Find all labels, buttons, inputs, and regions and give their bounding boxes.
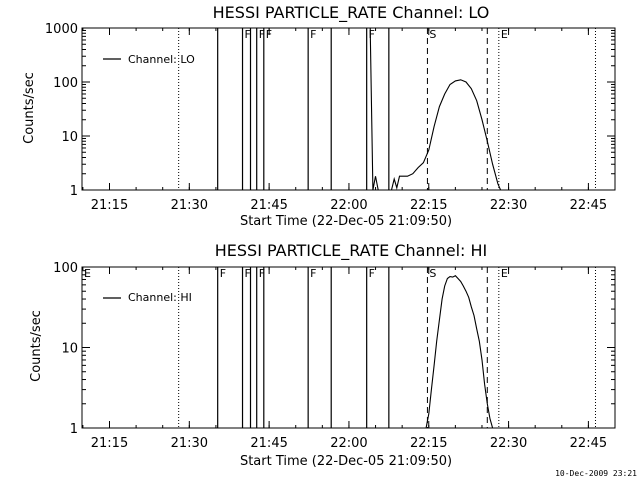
- x-tick-label: 22:30: [490, 436, 527, 451]
- flag-label: F: [245, 267, 251, 280]
- x-tick-label: 22:15: [410, 198, 447, 213]
- y-tick-label: 1: [70, 422, 78, 437]
- flag-label: F: [310, 267, 316, 280]
- series-line-hi: [425, 275, 494, 429]
- x-tick-label: 22:00: [330, 198, 367, 213]
- y-tick-label: 1000: [45, 22, 78, 37]
- panel-lo-title: HESSI PARTICLE_RATE Channel: LO: [213, 3, 490, 23]
- flag-label: F: [310, 28, 316, 41]
- x-tick-label: 22:45: [570, 198, 607, 213]
- x-tick-label: 22:00: [330, 436, 367, 451]
- x-tick-label: 21:15: [91, 436, 128, 451]
- y-tick-label: 100: [53, 76, 78, 91]
- panel-hi-legend-label: Channel: HI: [128, 291, 192, 304]
- panel-lo-ylabel: Counts/sec: [22, 72, 37, 144]
- flag-label: F: [266, 28, 272, 41]
- y-tick-label: 10: [61, 130, 78, 145]
- y-tick-label: 100: [53, 261, 78, 276]
- flag-label: F: [259, 28, 265, 41]
- panel-lo: 21:15 21:30 21:45 22:00 22:15 22:30 22:45 1 10 10…: [45, 22, 616, 213]
- flag-label: F: [259, 267, 265, 280]
- x-tick-label: 21:45: [250, 436, 287, 451]
- x-tick-label: 21:45: [250, 198, 287, 213]
- y-tick-label: 1: [70, 184, 78, 199]
- footer-timestamp: 10-Dec-2009 23:21: [555, 469, 637, 478]
- flag-label: F: [245, 28, 251, 41]
- x-tick-label: 21:30: [171, 436, 208, 451]
- panel-lo-legend-label: Channel: LO: [128, 53, 195, 66]
- flag-label: E: [84, 267, 91, 280]
- x-tick-label: 22:30: [490, 198, 527, 213]
- y-tick-label: 10: [61, 342, 78, 357]
- flag-label: S: [429, 28, 436, 41]
- flag-label: F: [369, 267, 375, 280]
- panel-hi: 21:15 21:30 21:45 22:00 22:15 22:30 22:45 1 10 10…: [53, 261, 616, 451]
- flag-label: S: [429, 267, 436, 280]
- x-tick-label: 21:15: [91, 198, 128, 213]
- x-tick-label: 22:15: [410, 436, 447, 451]
- flag-label: F: [369, 28, 375, 41]
- flag-label: E: [501, 267, 508, 280]
- x-tick-label: 22:45: [570, 436, 607, 451]
- panel-hi-ylabel: Counts/sec: [29, 310, 44, 382]
- flag-label: E: [501, 28, 508, 41]
- x-tick-label: 21:30: [171, 198, 208, 213]
- panel-lo-xlabel: Start Time (22-Dec-05 21:09:50): [240, 214, 452, 229]
- flag-label: F: [220, 267, 226, 280]
- panel-hi-title: HESSI PARTICLE_RATE Channel: HI: [215, 241, 488, 261]
- panel-hi-xlabel: Start Time (22-Dec-05 21:09:50): [240, 454, 452, 469]
